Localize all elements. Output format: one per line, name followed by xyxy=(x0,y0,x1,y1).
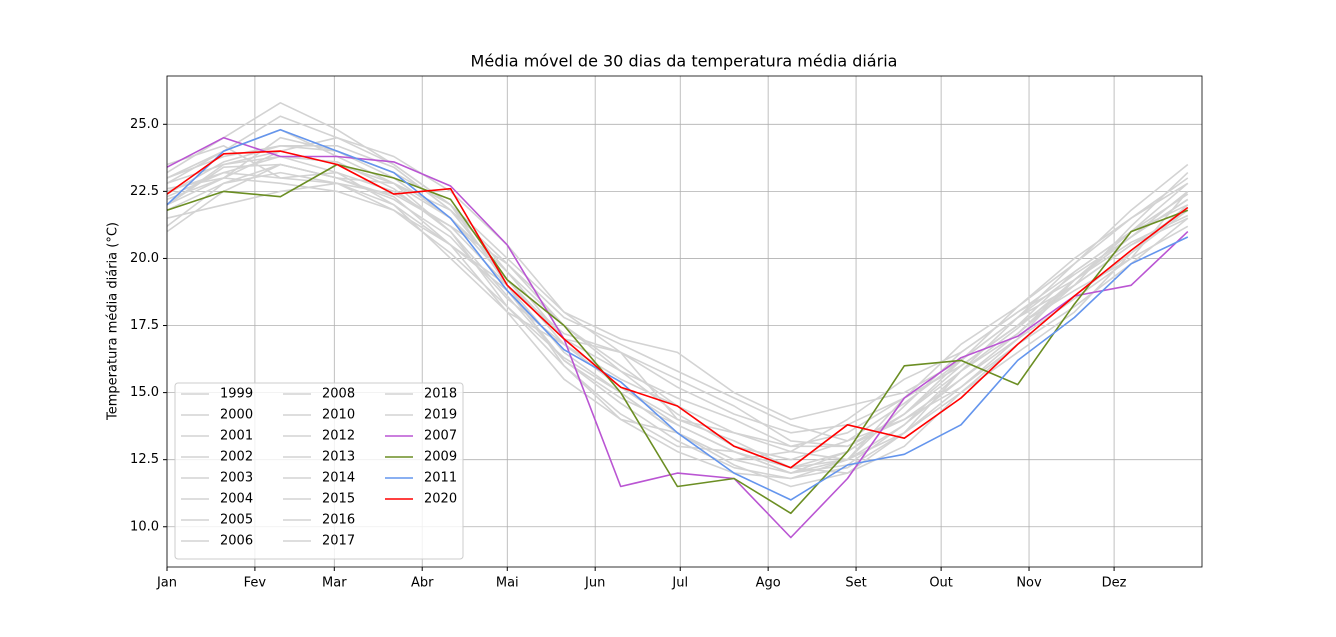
x-tick-label: Mar xyxy=(322,576,347,591)
x-tick-label: Abr xyxy=(411,576,434,591)
legend-label: 2015 xyxy=(322,492,355,507)
x-tick-label: Jun xyxy=(584,576,605,591)
x-tick-label: Set xyxy=(845,576,866,591)
x-tick-label: Mai xyxy=(496,576,519,591)
legend-box xyxy=(174,382,464,560)
x-tick-label: Ago xyxy=(756,576,781,591)
x-tick-label: Jul xyxy=(671,576,688,591)
y-tick-label: 22.5 xyxy=(130,184,159,199)
legend-label: 2007 xyxy=(424,429,457,444)
y-tick-label: 17.5 xyxy=(130,318,159,333)
legend-label: 2013 xyxy=(322,450,355,465)
x-tick-label: Dez xyxy=(1102,576,1127,591)
y-tick-label: 12.5 xyxy=(130,452,159,467)
legend-label: 2010 xyxy=(322,408,355,423)
x-tick-label: Jan xyxy=(156,576,177,591)
legend-label: 2018 xyxy=(424,387,457,402)
y-tick-label: 10.0 xyxy=(130,519,159,534)
legend-label: 2003 xyxy=(220,471,253,486)
legend-label: 2005 xyxy=(220,513,253,528)
legend-label: 2008 xyxy=(322,387,355,402)
legend-label: 2016 xyxy=(322,513,355,528)
x-tick-label: Out xyxy=(929,576,953,591)
y-axis-label: Temperatura média diária (°C) xyxy=(106,222,121,421)
legend-label: 2004 xyxy=(220,492,253,507)
legend-label: 2001 xyxy=(220,429,253,444)
plot-frame xyxy=(166,75,1203,568)
legend-label: 2017 xyxy=(322,534,355,549)
y-tick-label: 25.0 xyxy=(130,117,159,132)
series-line xyxy=(166,136,1189,539)
y-tick-label: 20.0 xyxy=(130,251,159,266)
legend-label: 2006 xyxy=(220,534,253,549)
legend-label: 2011 xyxy=(424,471,457,486)
y-tick-label: 15.0 xyxy=(130,385,159,400)
series-line xyxy=(166,155,1189,434)
legend-label: 2014 xyxy=(322,471,355,486)
series-line xyxy=(166,163,1189,461)
legend-label: 2020 xyxy=(424,492,457,507)
legend-label: 2012 xyxy=(322,429,355,444)
legend-label: 2019 xyxy=(424,408,457,423)
series-line xyxy=(166,128,1189,501)
legend-label: 2002 xyxy=(220,450,253,465)
x-tick-label: Fev xyxy=(244,576,267,591)
legend-label: 2000 xyxy=(220,408,253,423)
series-line xyxy=(166,150,1189,469)
legend-label: 1999 xyxy=(220,387,253,402)
series-line xyxy=(166,145,1189,469)
series-line xyxy=(166,171,1189,442)
chart-title: Média móvel de 30 dias da temperatura mé… xyxy=(471,52,898,71)
x-tick-label: Nov xyxy=(1016,576,1042,591)
legend-label: 2009 xyxy=(424,450,457,465)
